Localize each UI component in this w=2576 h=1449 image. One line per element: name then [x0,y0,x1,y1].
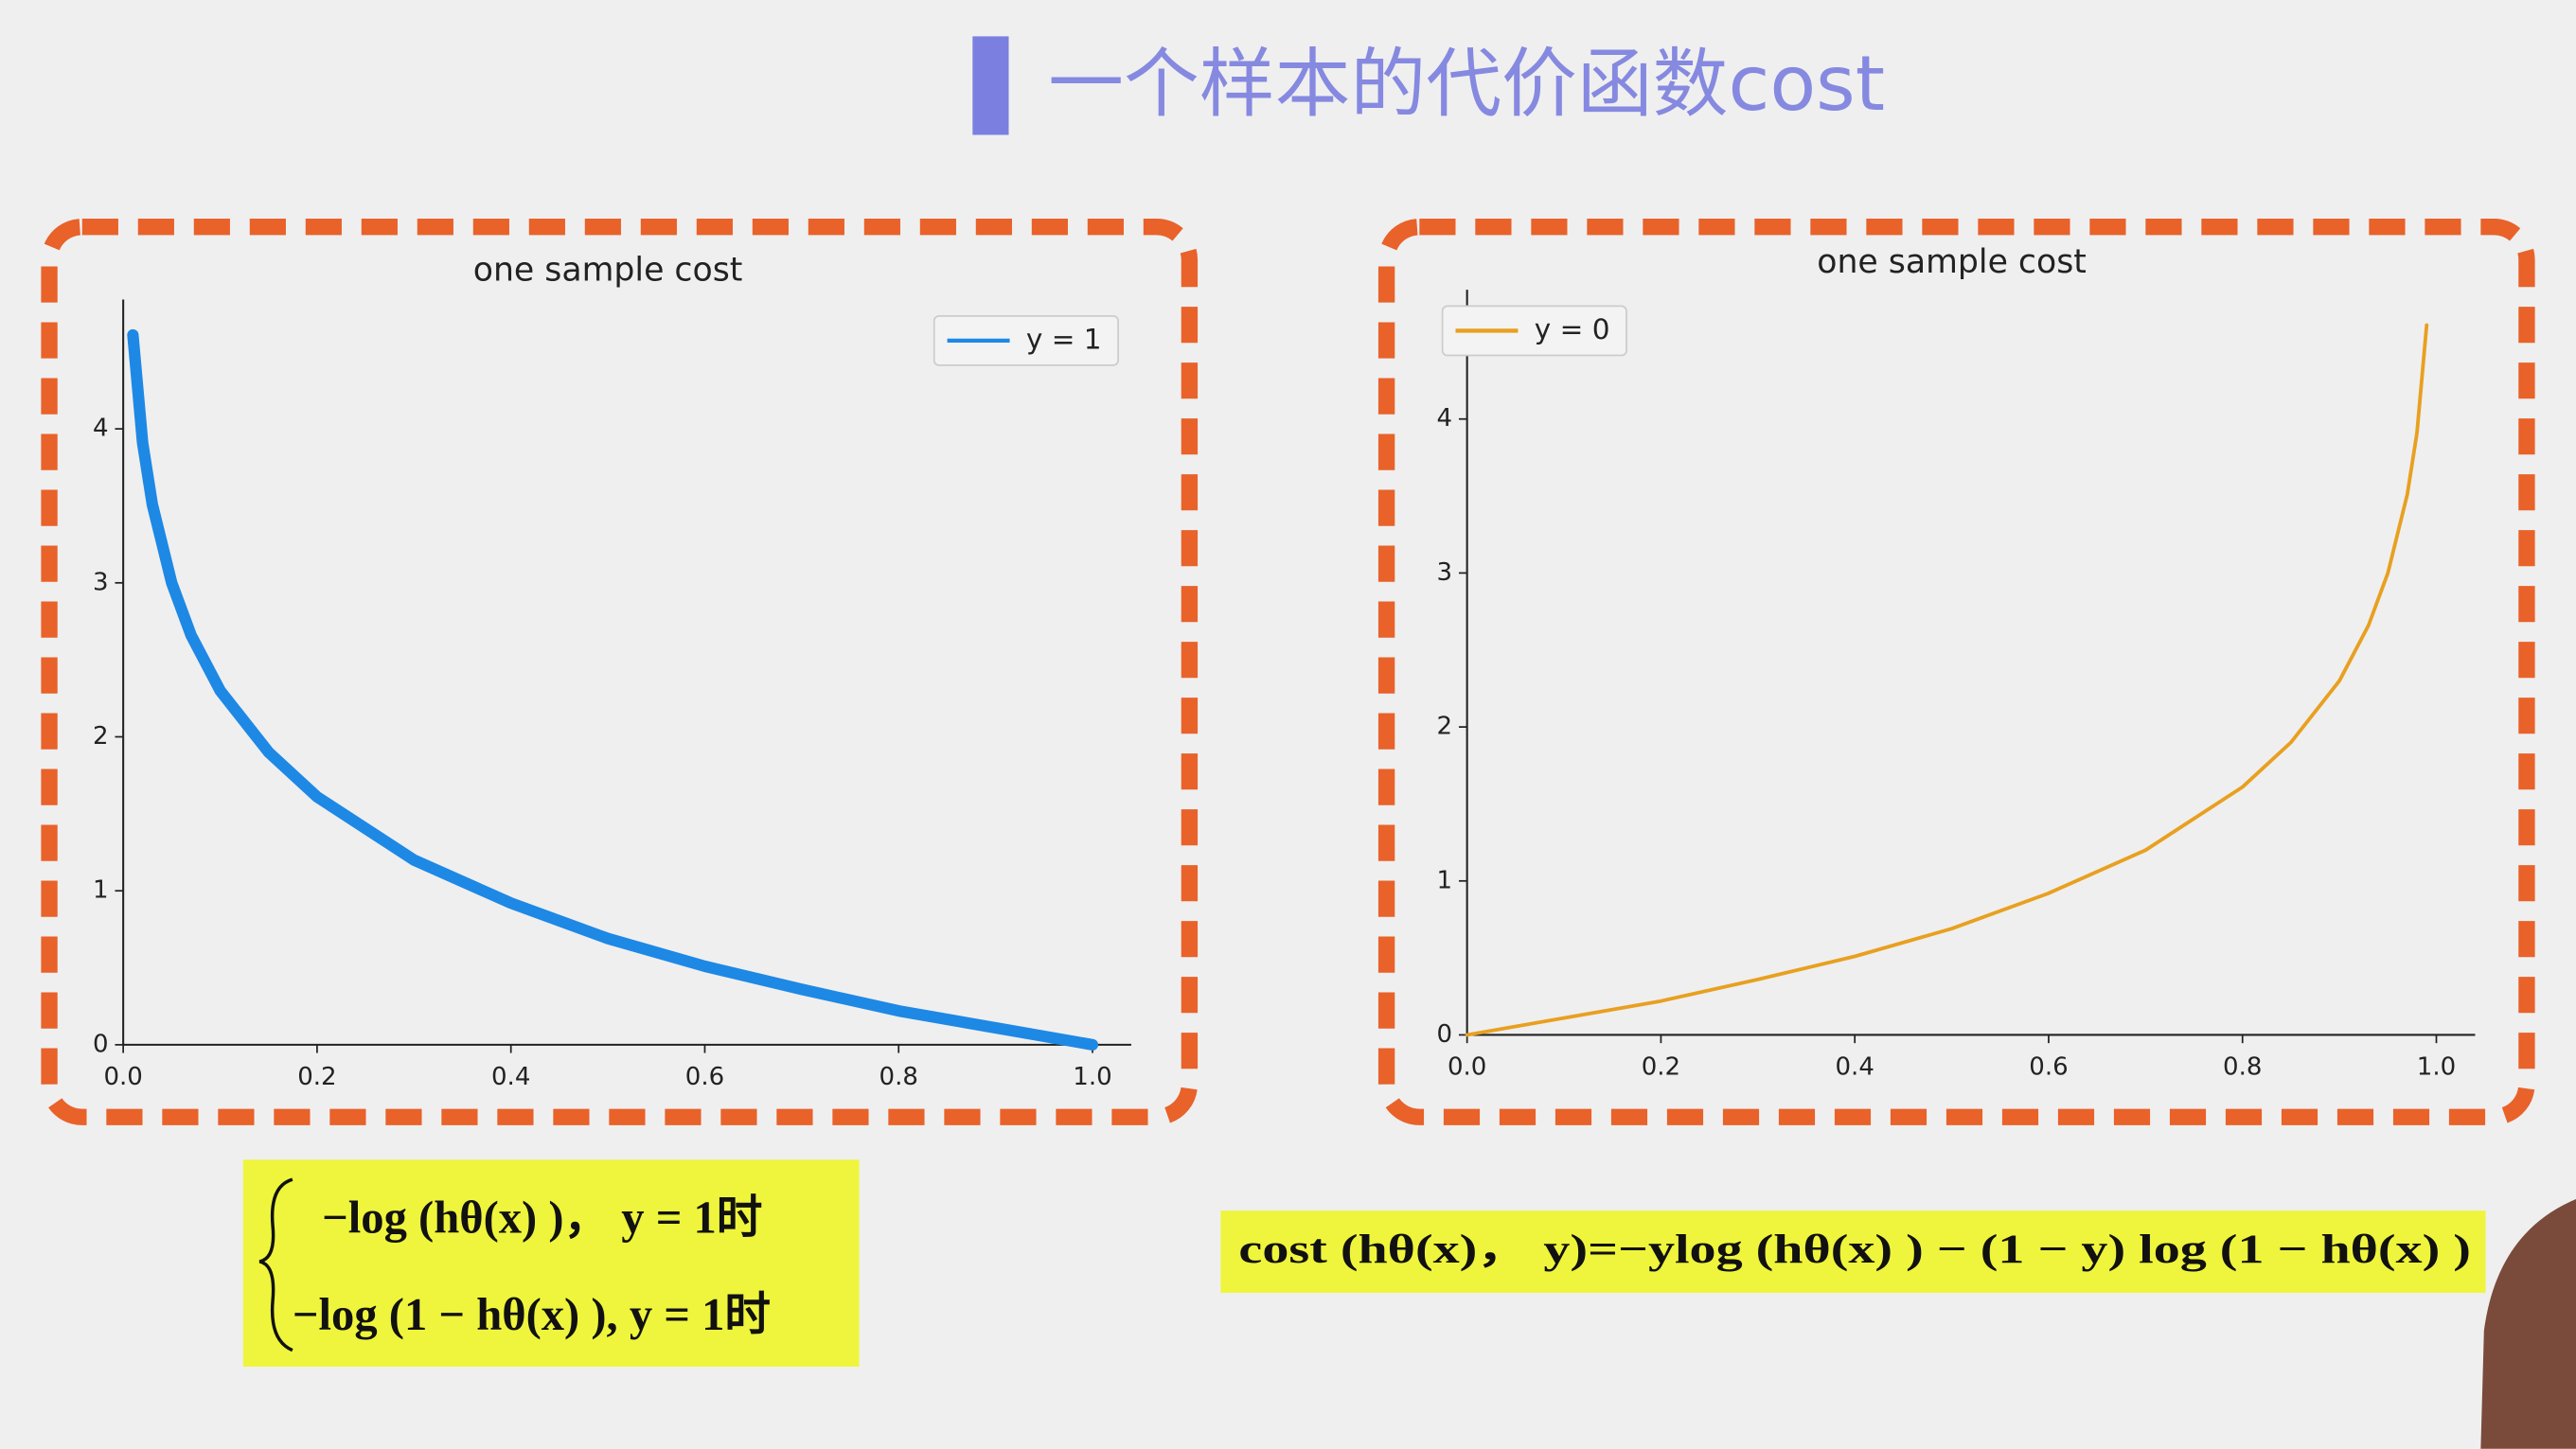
x-tick-label: 1.0 [1073,1063,1111,1091]
legend-label: y = 1 [1026,323,1102,355]
legend-box [1441,305,1627,357]
title-bar [972,36,1009,135]
frame [1377,219,2535,1125]
data-line [127,328,1099,1051]
y-tick-label: 4 [93,415,109,443]
x-tick-label: 0.0 [1448,1053,1486,1082]
frame [41,219,1199,1125]
y-tick-label: 1 [1436,866,1452,894]
x-tick-label: 0.4 [1836,1053,1874,1082]
x-tick-label: 0.8 [2223,1053,2262,1082]
y-tick-label: 0 [1436,1020,1452,1049]
y-tick-label: 3 [93,568,109,596]
legend-label: y = 0 [1535,313,1610,345]
formula-line: −log (hθ(x) )， y = 1时 [322,1192,762,1243]
chart-title: one sample cost [1817,243,2087,281]
cost-formula: cost (hθ(x)， y)=−ylog (hθ(x) ) − (1 − y)… [1238,1227,2470,1272]
x-tick-label: 0.8 [879,1063,918,1091]
y-tick-label: 4 [1436,404,1452,433]
brace [258,1177,293,1352]
y-tick-label: 2 [1436,713,1452,741]
x-tick-label: 0.6 [2029,1053,2068,1082]
x-tick-label: 0.4 [491,1063,530,1091]
y-tick-label: 3 [1436,558,1452,587]
formula-box [242,1159,860,1368]
y-tick-label: 1 [93,876,109,905]
x-tick-label: 1.0 [2417,1053,2456,1082]
slide-title: 一个样本的代价函数cost [1048,40,1885,128]
chart-title: one sample cost [473,252,743,290]
x-tick-label: 0.2 [1642,1053,1680,1082]
x-tick-label: 0.6 [685,1063,724,1091]
corner-image [2480,1199,2576,1449]
y-tick-label: 0 [93,1030,109,1058]
data-line [1465,323,2429,1037]
legend-box [933,314,1119,366]
x-tick-label: 0.2 [297,1063,336,1091]
x-tick-label: 0.0 [103,1063,142,1091]
formula-box [1220,1210,2486,1293]
formula-line: −log (1 − hθ(x) ), y = 1时 [293,1289,771,1340]
y-tick-label: 2 [93,722,109,751]
